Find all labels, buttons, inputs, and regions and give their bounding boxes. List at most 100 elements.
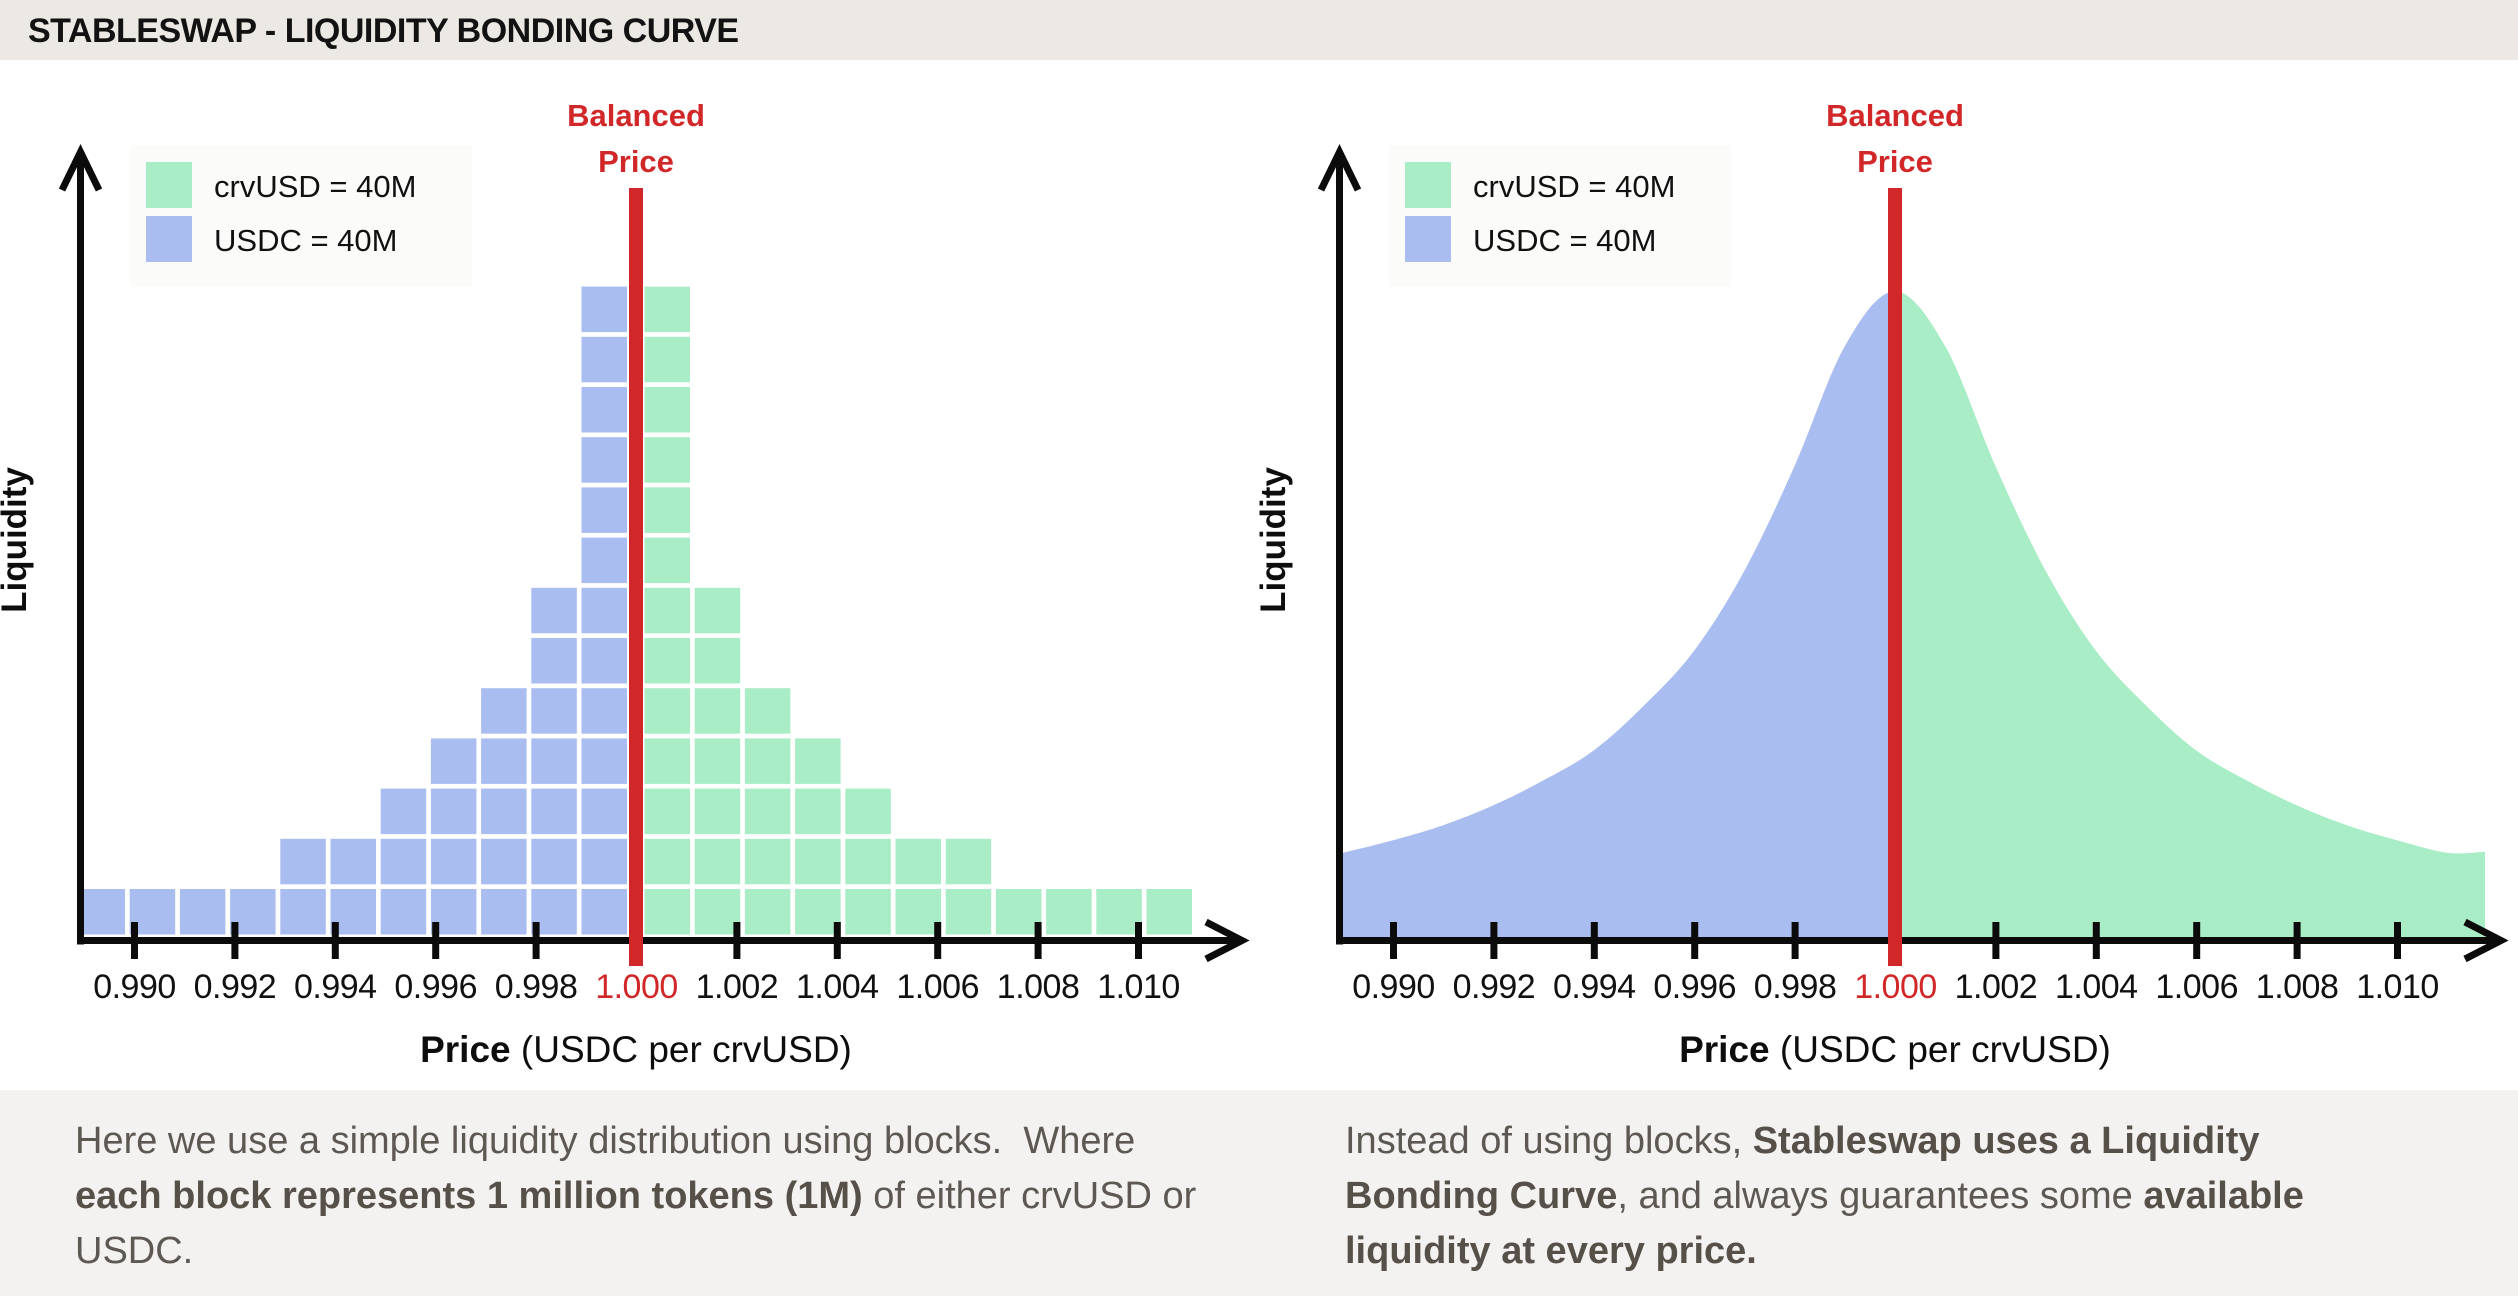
x-axis-line xyxy=(1336,937,2494,944)
crvusd-liquidity-block xyxy=(1046,889,1092,935)
crvusd-liquidity-block xyxy=(795,889,841,935)
x-tick-label: 1.004 xyxy=(796,968,879,1006)
balanced-price-line xyxy=(1888,188,1902,966)
crvusd-liquidity-block xyxy=(644,437,690,483)
emphasis-text: liquidity at every price. xyxy=(1345,1230,1757,1272)
crvusd-liquidity-block xyxy=(845,889,891,935)
usdc-liquidity-block xyxy=(581,638,627,684)
crvusd-liquidity-block xyxy=(644,286,690,333)
x-tick-label: 1.002 xyxy=(1955,968,2038,1006)
x-axis-title: Price (USDC per crvUSD) xyxy=(1679,1029,2111,1070)
crvusd-liquidity-block xyxy=(744,889,791,935)
crvusd-liquidity-block xyxy=(644,788,690,835)
usdc-liquidity-block xyxy=(581,738,627,784)
x-tick-label: 0.998 xyxy=(1754,968,1837,1006)
balanced-price-label-line1: Balanced xyxy=(567,98,705,133)
emphasis-text: each block represents 1 million tokens (… xyxy=(75,1175,863,1217)
x-tick-label: 1.006 xyxy=(896,968,979,1006)
usdc-liquidity-block xyxy=(581,387,627,433)
balanced-price-label-line1: Balanced xyxy=(1826,98,1964,133)
x-tick-label: 0.990 xyxy=(1352,968,1435,1006)
legend-swatch-usdc xyxy=(146,216,192,262)
x-tick-label: 1.010 xyxy=(2356,968,2439,1006)
usdc-liquidity-block xyxy=(531,838,577,885)
x-tick-label: 0.990 xyxy=(93,968,176,1006)
x-tick-label: 1.010 xyxy=(1097,968,1180,1006)
crvusd-curve-area xyxy=(1895,291,2485,940)
x-tick-label: 1.002 xyxy=(696,968,779,1006)
usdc-liquidity-block xyxy=(481,688,527,734)
body-text: USDC. xyxy=(75,1230,194,1272)
blocks-explanation-paragraph: Here we use a simple liquidity distribut… xyxy=(75,1114,1315,1279)
x-axis-tick xyxy=(833,922,841,959)
crvusd-liquidity-block xyxy=(744,788,791,835)
balanced-price-label-line2: Price xyxy=(598,144,674,179)
x-axis-tick xyxy=(2293,922,2301,959)
y-axis-arrowhead xyxy=(1317,144,1362,192)
usdc-liquidity-block xyxy=(581,487,627,533)
usdc-liquidity-block xyxy=(179,889,226,935)
x-tick-label: 0.992 xyxy=(1453,968,1536,1006)
legend-swatch-crvusd xyxy=(1405,162,1451,208)
x-axis-tick xyxy=(1390,922,1397,959)
crvusd-liquidity-block xyxy=(644,738,690,784)
y-axis-title: Liquidity xyxy=(0,467,34,613)
x-axis-tick xyxy=(1590,922,1598,959)
x-axis-arrowhead xyxy=(2463,918,2509,963)
bonding-curve-chart: 0.990 0.992 0.994 0.996 0.998 1.000 1.002 1.004… xyxy=(1259,98,2509,1070)
crvusd-liquidity-block xyxy=(644,688,690,734)
balanced-price-line xyxy=(629,188,643,966)
crvusd-liquidity-block xyxy=(845,788,891,835)
crvusd-liquidity-block xyxy=(644,638,690,684)
usdc-liquidity-block xyxy=(531,638,577,684)
usdc-liquidity-block xyxy=(581,336,627,383)
usdc-liquidity-block xyxy=(380,838,427,885)
usdc-liquidity-block xyxy=(531,587,577,634)
usdc-liquidity-block xyxy=(430,738,477,784)
usdc-liquidity-block xyxy=(430,788,477,835)
usdc-liquidity-block xyxy=(280,838,326,885)
crvusd-liquidity-block xyxy=(744,688,791,734)
crvusd-liquidity-block xyxy=(945,838,992,885)
x-axis-tick xyxy=(432,922,440,959)
x-axis-tick xyxy=(2092,922,2100,959)
x-axis-tick xyxy=(1691,922,1699,959)
legend-label-usdc: USDC = 40M xyxy=(214,223,397,258)
crvusd-liquidity-block xyxy=(795,738,841,784)
page-header: STABLESWAP - LIQUIDITY BONDING CURVE xyxy=(0,0,2518,60)
usdc-liquidity-block xyxy=(581,437,627,483)
x-axis-tick xyxy=(532,922,540,959)
crvusd-liquidity-block xyxy=(644,889,690,935)
x-tick-label: 1.000 xyxy=(595,968,678,1006)
x-axis-tick xyxy=(733,922,741,959)
crvusd-liquidity-block xyxy=(895,838,941,885)
crvusd-liquidity-block xyxy=(744,738,791,784)
crvusd-liquidity-block xyxy=(845,838,891,885)
y-axis-line xyxy=(1336,154,1343,945)
legend-label-crvusd: crvUSD = 40M xyxy=(214,169,416,204)
curve-explanation-paragraph: Instead of using blocks, Stableswap uses… xyxy=(1345,1114,2505,1279)
legend-swatch-crvusd xyxy=(146,162,192,208)
usdc-liquidity-block xyxy=(581,537,627,584)
usdc-liquidity-block xyxy=(531,788,577,835)
x-axis-tick xyxy=(231,922,239,959)
crvusd-liquidity-block xyxy=(995,889,1042,935)
usdc-liquidity-block xyxy=(581,286,627,333)
crvusd-liquidity-block xyxy=(644,387,690,433)
x-axis-tick xyxy=(131,922,138,959)
usdc-liquidity-block xyxy=(330,838,376,885)
x-axis-tick xyxy=(331,922,339,959)
crvusd-liquidity-block xyxy=(795,838,841,885)
crvusd-liquidity-block xyxy=(795,788,841,835)
crvusd-liquidity-block xyxy=(644,336,690,383)
emphasis-text: Bonding Curve xyxy=(1345,1175,1618,1217)
body-text: Instead of using blocks, xyxy=(1345,1120,1753,1162)
footer-band: Here we use a simple liquidity distribut… xyxy=(0,1090,2518,1296)
x-axis-tick xyxy=(1490,922,1498,959)
x-tick-label: 1.006 xyxy=(2155,968,2238,1006)
body-text: of either crvUSD or xyxy=(862,1175,1197,1217)
crvusd-liquidity-block xyxy=(694,638,741,684)
usdc-liquidity-block xyxy=(481,788,527,835)
usdc-liquidity-block xyxy=(531,688,577,734)
balanced-price-label-line2: Price xyxy=(1857,144,1933,179)
